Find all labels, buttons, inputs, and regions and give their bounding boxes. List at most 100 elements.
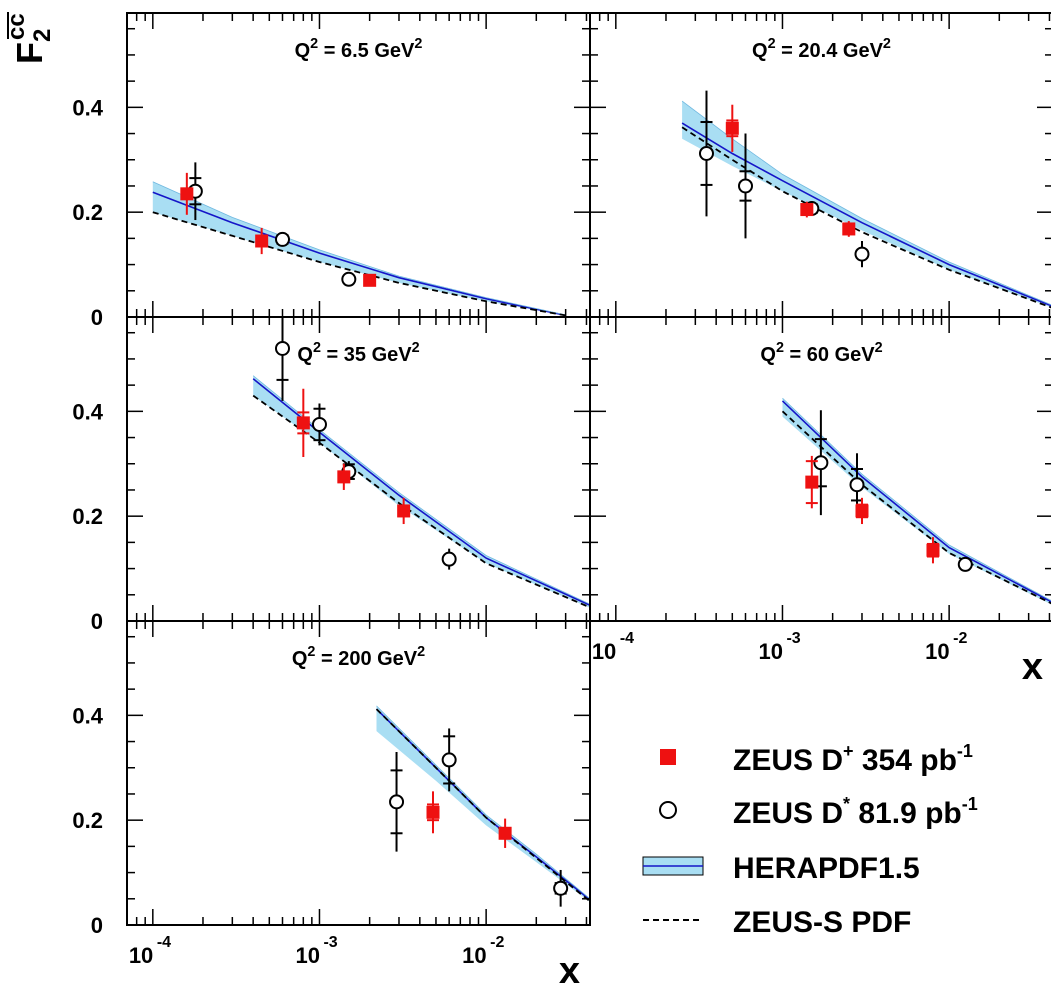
legend-label: ZEUS-S PDF bbox=[733, 906, 911, 939]
panel-plot-area bbox=[375, 705, 590, 907]
dstar-point bbox=[957, 556, 973, 572]
dplus-point bbox=[855, 497, 869, 525]
x-tick-label-exponent: -4 bbox=[620, 630, 634, 647]
panel-frame bbox=[126, 620, 591, 926]
herapdf-central-line bbox=[781, 400, 1051, 603]
dplus-point bbox=[426, 791, 440, 834]
legend-item-hera: HERAPDF1.5 bbox=[642, 852, 920, 885]
dstar-marker bbox=[553, 880, 569, 896]
dstar-marker bbox=[441, 752, 457, 768]
dplus-point bbox=[842, 221, 856, 237]
dplus-marker bbox=[842, 222, 856, 236]
dplus-point bbox=[337, 463, 351, 490]
x-tick-label: 10 bbox=[758, 639, 782, 664]
legend: ZEUS D+ 354 pb-1 ZEUS D* 81.9 pb-1 HERAPDF… bbox=[642, 741, 978, 939]
dstar-point bbox=[698, 90, 714, 217]
dstar-point bbox=[441, 548, 457, 570]
dstar-marker bbox=[957, 556, 973, 572]
legend-dplus-marker bbox=[660, 749, 676, 765]
legend-label: ZEUS D* 81.9 pb-1 bbox=[733, 794, 978, 830]
dstar-point bbox=[341, 271, 357, 287]
herapdf-central-line bbox=[152, 191, 566, 317]
panel-plot-area bbox=[252, 317, 590, 609]
legend-dstar-marker bbox=[659, 801, 677, 819]
dplus-point bbox=[363, 273, 377, 287]
dplus-point bbox=[296, 388, 310, 457]
dstar-point bbox=[311, 403, 327, 446]
dstar-marker bbox=[275, 231, 291, 247]
dstar-marker bbox=[738, 178, 754, 194]
panel-title: Q2 = 35 GeV2 bbox=[297, 340, 419, 366]
dplus-point bbox=[397, 497, 411, 525]
herapdf-central-line bbox=[252, 378, 590, 607]
x-tick-label-exponent: -3 bbox=[786, 630, 800, 647]
y-axis-title-text: F2 bbox=[9, 29, 56, 64]
legend-item-dplus: ZEUS D+ 354 pb-1 bbox=[660, 741, 973, 777]
y-tick-label: 0 bbox=[91, 609, 103, 634]
y-tick-label: 0.2 bbox=[72, 200, 103, 225]
dstar-marker bbox=[341, 271, 357, 287]
panel-3: 0 0.2 0.4 Q2 = 35 GeV2 bbox=[72, 316, 591, 634]
herapdf-band-edge bbox=[376, 705, 590, 900]
x-tick-label-exponent: -2 bbox=[953, 630, 967, 647]
y-tick-label: 0 bbox=[91, 305, 103, 330]
dstar-point bbox=[738, 133, 754, 239]
y-tick-label: 0.2 bbox=[72, 808, 103, 833]
herapdf-band-edge bbox=[782, 397, 1051, 601]
dplus-marker bbox=[180, 187, 194, 201]
panel-frame bbox=[589, 316, 1051, 622]
dplus-point bbox=[255, 227, 269, 255]
y-tick-label: 0 bbox=[91, 913, 103, 938]
dstar-marker bbox=[849, 477, 865, 493]
dstar-point bbox=[275, 317, 291, 401]
x-axis-title: x bbox=[1022, 646, 1043, 688]
legend-item-zeuss: ZEUS-S PDF bbox=[643, 906, 911, 939]
panel-1: 0 0.2 0.4 Q2 = 6.5 GeV2 bbox=[72, 12, 591, 330]
dstar-marker bbox=[813, 455, 829, 471]
zeus-s-pdf-line bbox=[375, 708, 590, 903]
y-tick-label: 0.4 bbox=[72, 399, 103, 424]
x-tick-label-exponent: -3 bbox=[323, 934, 337, 951]
dplus-marker bbox=[337, 470, 351, 484]
legend-label: ZEUS D+ 354 pb-1 bbox=[733, 741, 973, 777]
zeus-s-pdf-line bbox=[681, 126, 1051, 309]
herapdf-band-edge bbox=[681, 100, 1051, 306]
panel-title: Q2 = 20.4 GeV2 bbox=[752, 36, 891, 62]
herapdf-band bbox=[782, 398, 1051, 605]
x-tick-label-exponent: -4 bbox=[157, 934, 171, 951]
dstar-marker bbox=[275, 340, 291, 356]
panel-plot-area bbox=[152, 162, 566, 317]
y-tick-label: 0.2 bbox=[72, 504, 103, 529]
dstar-marker bbox=[854, 246, 870, 262]
x-tick-label: 10 bbox=[925, 639, 949, 664]
dplus-marker bbox=[397, 504, 411, 518]
x-tick-label: 10 bbox=[462, 943, 486, 968]
dstar-point bbox=[389, 752, 405, 852]
dstar-point bbox=[813, 410, 829, 516]
y-tick-label: 0.4 bbox=[72, 95, 103, 120]
dplus-point bbox=[805, 455, 819, 509]
dplus-point bbox=[180, 172, 194, 215]
dstar-marker bbox=[441, 551, 457, 567]
herapdf-band-edge bbox=[152, 181, 566, 316]
dplus-marker bbox=[498, 826, 512, 840]
dplus-marker bbox=[296, 416, 310, 430]
x-tick-label: 10 bbox=[295, 943, 319, 968]
x-tick-label: 10 bbox=[592, 639, 616, 664]
legend-item-dstar: ZEUS D* 81.9 pb-1 bbox=[659, 794, 978, 830]
dplus-marker bbox=[805, 475, 819, 489]
dstar-point bbox=[441, 728, 457, 792]
dstar-marker bbox=[311, 416, 327, 432]
herapdf-band bbox=[152, 181, 566, 316]
zeus-s-pdf-line bbox=[152, 211, 566, 317]
x-tick-label: 10 bbox=[129, 943, 153, 968]
dplus-marker bbox=[800, 203, 814, 217]
dplus-point bbox=[800, 201, 814, 218]
zeus-s-pdf-line bbox=[781, 410, 1051, 605]
x-tick-label-exponent: -2 bbox=[490, 934, 504, 951]
x-axis-title: x bbox=[559, 950, 580, 992]
